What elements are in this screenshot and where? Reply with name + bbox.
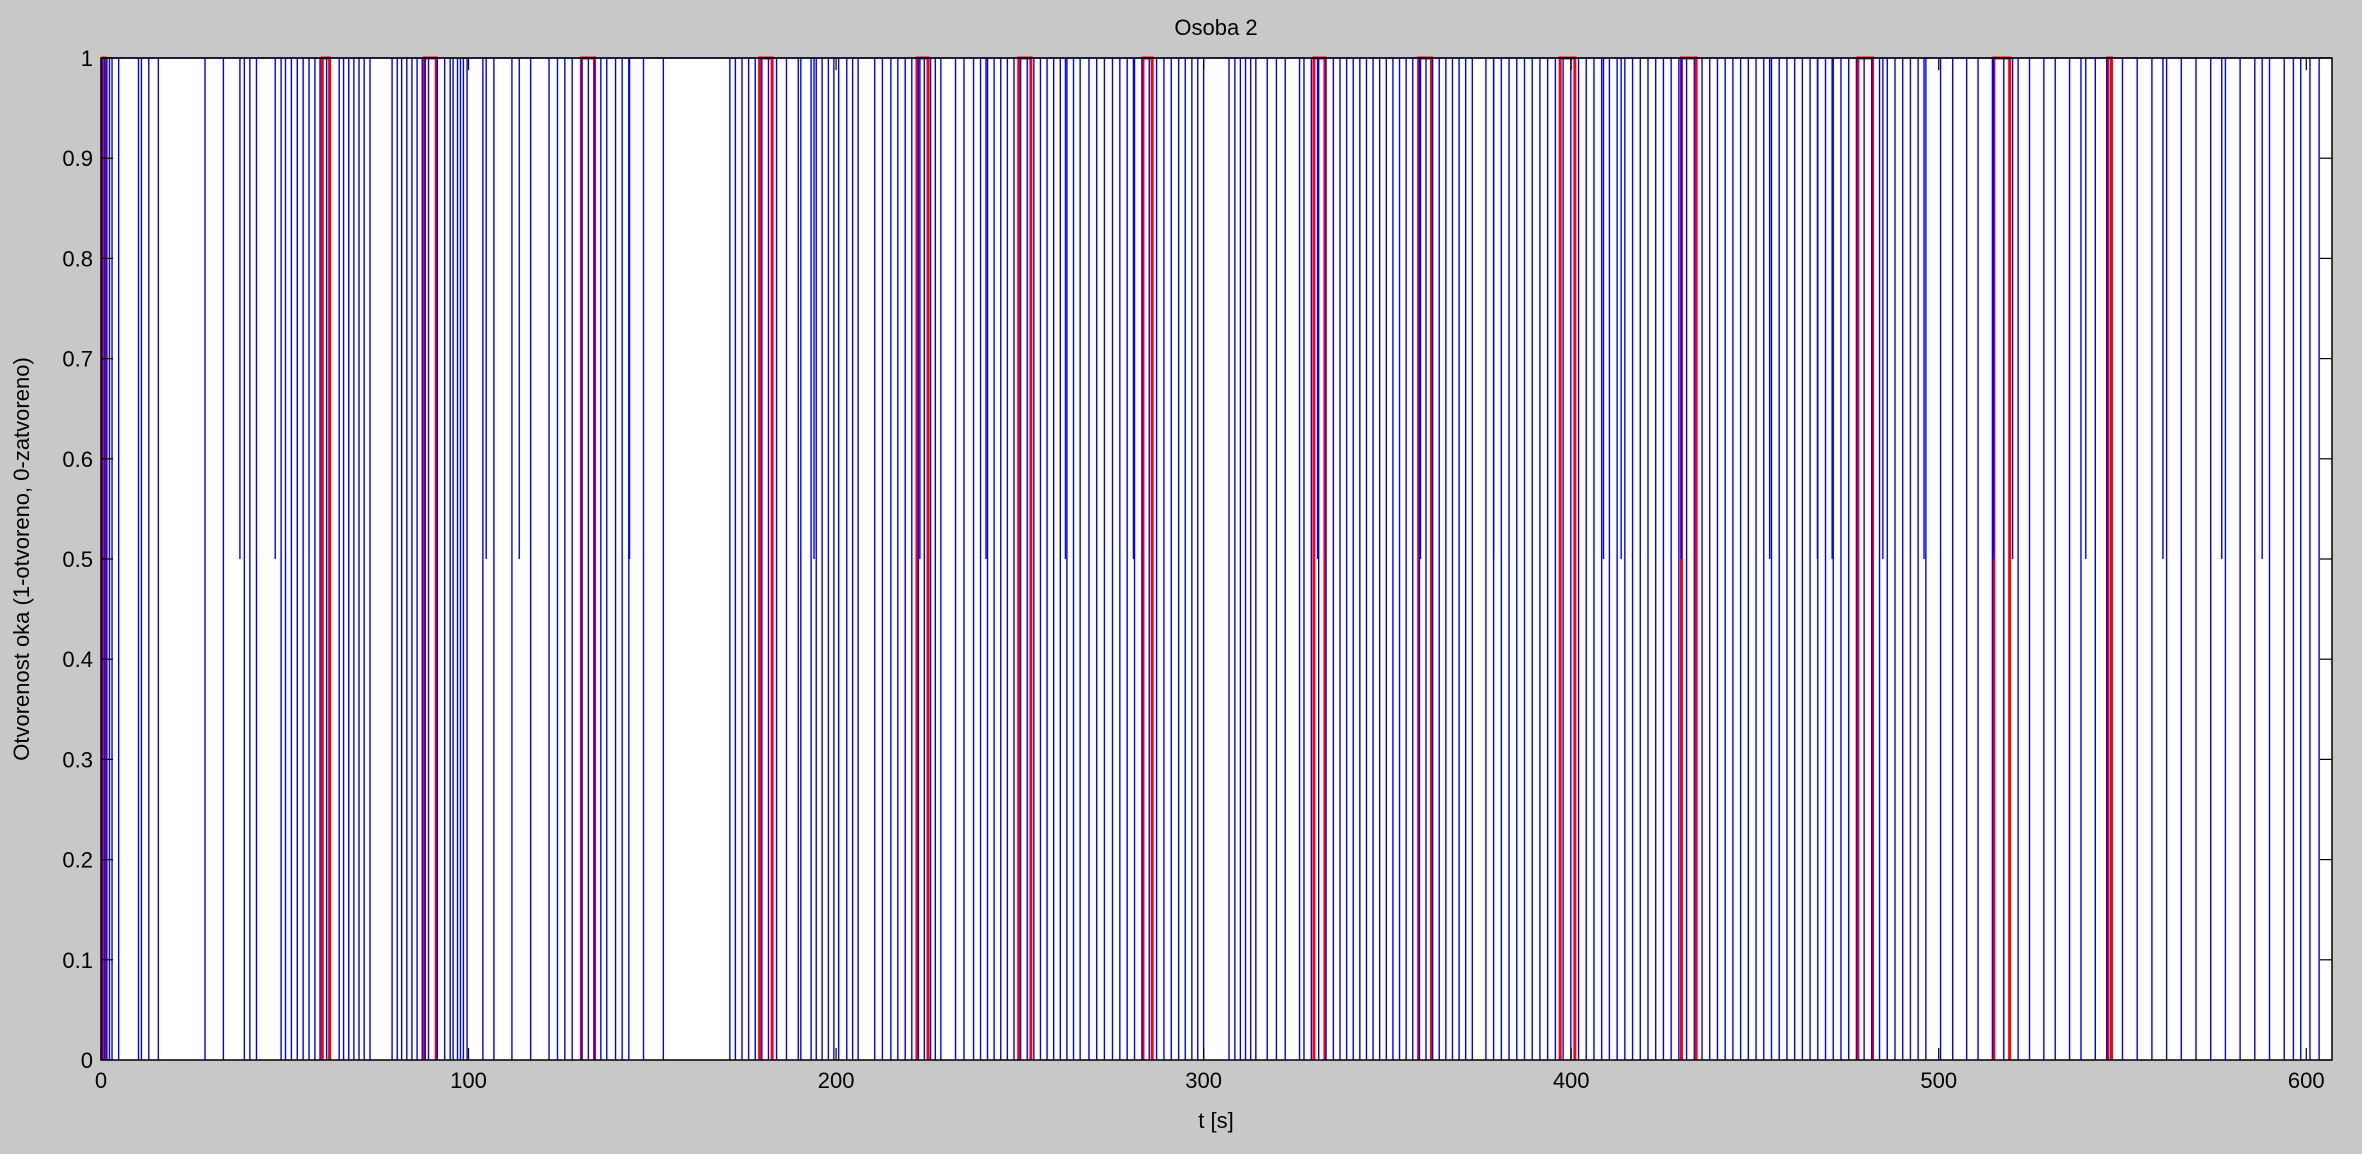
y-axis-ticks: 0 0.1 0.2 0.3 0.4 0.5 0.6 0.7 0.8 0.9 1 — [62, 46, 2332, 1073]
y-tick-label: 1 — [81, 46, 93, 71]
x-tick-label: 0 — [95, 1068, 107, 1093]
y-tick-label: 0.7 — [62, 347, 93, 372]
x-tick-label: 400 — [1553, 1068, 1590, 1093]
y-tick-label: 0.5 — [62, 547, 93, 572]
x-tick-label: 300 — [1185, 1068, 1222, 1093]
y-tick-label: 0.8 — [62, 246, 93, 271]
x-tick-label: 500 — [1920, 1068, 1957, 1093]
x-axis-ticks: 0 100 200 300 400 500 600 — [95, 58, 2325, 1093]
y-tick-label: 0.4 — [62, 647, 93, 672]
x-axis-label: t [s] — [1198, 1108, 1233, 1133]
y-tick-label: 0.3 — [62, 747, 93, 772]
eye-openness-series-group — [101, 57, 2332, 1060]
y-tick-label: 0.9 — [62, 146, 93, 171]
x-tick-label: 600 — [2288, 1068, 2325, 1093]
x-tick-label: 200 — [818, 1068, 855, 1093]
y-tick-label: 0.2 — [62, 848, 93, 873]
y-tick-label: 0.6 — [62, 447, 93, 472]
y-tick-label: 0.1 — [62, 948, 93, 973]
y-axis-label: Otvorenost oka (1-otvoreno, 0-zatvoreno) — [9, 357, 34, 761]
x-tick-label: 100 — [450, 1068, 487, 1093]
plot-area — [101, 58, 2332, 1060]
y-tick-label: 0 — [81, 1048, 93, 1073]
chart-title: Osoba 2 — [1174, 15, 1257, 40]
